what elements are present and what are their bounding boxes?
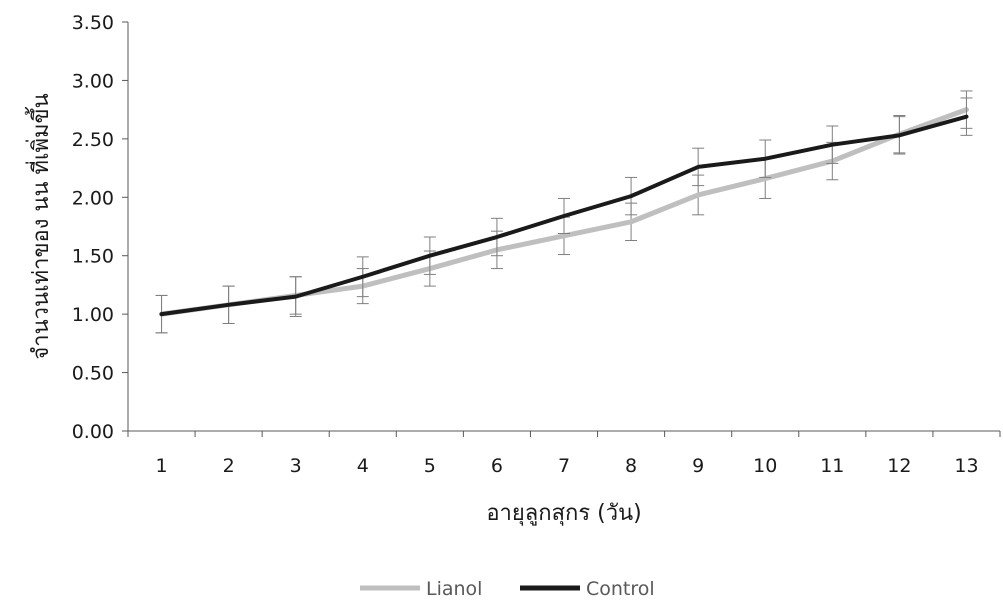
x-tick-label: 7	[558, 455, 570, 477]
y-axis-title: จำนวนเท่าของ นน ที่เพิ่มขึ้น	[25, 93, 54, 359]
x-ticks: 1 2 3 4 5 6 7 8 9 10 11 12 13	[127, 431, 1001, 477]
y-tick-label: 2.50	[72, 129, 114, 151]
y-tick-label: 0.50	[72, 363, 114, 385]
y-tick-label: 1.50	[72, 246, 114, 268]
x-tick-label: 6	[491, 455, 503, 477]
x-tick-label: 3	[290, 455, 302, 477]
y-tick-label: 2.00	[72, 187, 114, 209]
x-tick-label: 10	[753, 455, 777, 477]
x-tick-label: 4	[357, 455, 369, 477]
y-tick-label: 1.00	[72, 304, 114, 326]
x-axis-title: อายุลูกสุกร (วัน)	[486, 501, 641, 526]
x-tick-label: 9	[692, 455, 704, 477]
x-tick-label: 2	[223, 455, 235, 477]
series-line-control	[159, 114, 969, 317]
series-layer	[155, 90, 973, 334]
x-tick-label: 5	[424, 455, 436, 477]
legend-label-control: Control	[586, 578, 655, 600]
y-tick-label: 3.50	[72, 12, 114, 34]
y-ticks: 0.00 0.50 1.00 1.50 2.00 2.50 3.00 3.50	[72, 12, 128, 443]
x-tick-label: 13	[954, 455, 978, 477]
y-tick-label: 0.00	[72, 421, 114, 443]
x-tick-label: 1	[155, 455, 167, 477]
x-tick-label: 8	[625, 455, 637, 477]
x-tick-label: 12	[887, 455, 911, 477]
y-tick-label: 3.00	[72, 70, 114, 92]
legend-label-lianol: Lianol	[426, 578, 482, 600]
x-tick-label: 11	[820, 455, 844, 477]
legend: Lianol Control	[360, 578, 655, 600]
series-control	[155, 97, 973, 334]
